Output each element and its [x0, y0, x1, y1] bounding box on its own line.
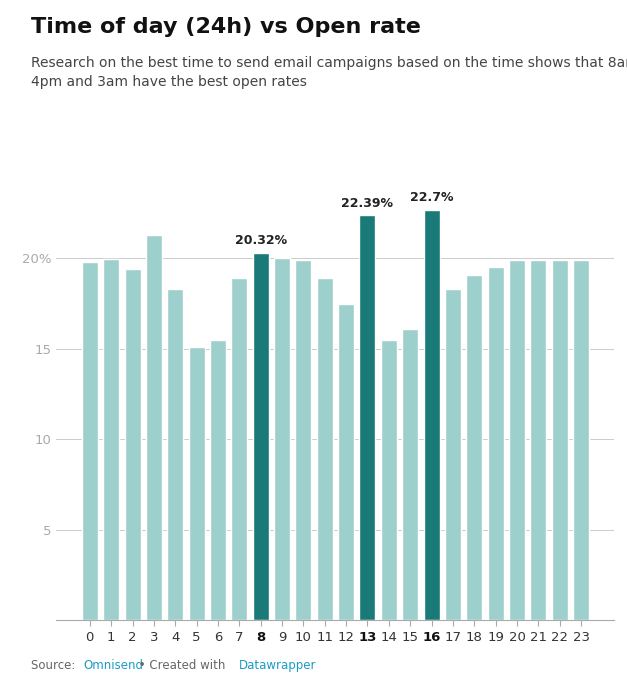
Bar: [146, 235, 162, 620]
Bar: [167, 289, 183, 620]
Bar: [359, 215, 376, 620]
Text: Time of day (24h) vs Open rate: Time of day (24h) vs Open rate: [31, 17, 421, 37]
Text: Source:: Source:: [31, 659, 80, 672]
Text: 22.7%: 22.7%: [410, 191, 453, 204]
Bar: [530, 260, 546, 620]
Bar: [381, 340, 397, 620]
Bar: [231, 278, 247, 620]
Bar: [317, 278, 333, 620]
Bar: [338, 304, 354, 620]
Bar: [253, 253, 269, 620]
Text: Omnisend: Omnisend: [83, 659, 144, 672]
Bar: [189, 347, 204, 620]
Bar: [103, 259, 119, 620]
Bar: [210, 340, 226, 620]
Bar: [125, 269, 140, 620]
Bar: [488, 267, 503, 620]
Text: • Created with: • Created with: [135, 659, 229, 672]
Bar: [295, 260, 312, 620]
Bar: [509, 260, 525, 620]
Bar: [402, 329, 418, 620]
Bar: [82, 262, 98, 620]
Bar: [573, 260, 589, 620]
Text: Research on the best time to send email campaigns based on the time shows that 8: Research on the best time to send email …: [31, 56, 627, 89]
Bar: [445, 289, 461, 620]
Bar: [466, 275, 482, 620]
Text: Datawrapper: Datawrapper: [239, 659, 317, 672]
Bar: [424, 209, 440, 620]
Bar: [274, 258, 290, 620]
Text: 20.32%: 20.32%: [234, 234, 287, 247]
Bar: [552, 260, 567, 620]
Text: 22.39%: 22.39%: [342, 197, 394, 209]
